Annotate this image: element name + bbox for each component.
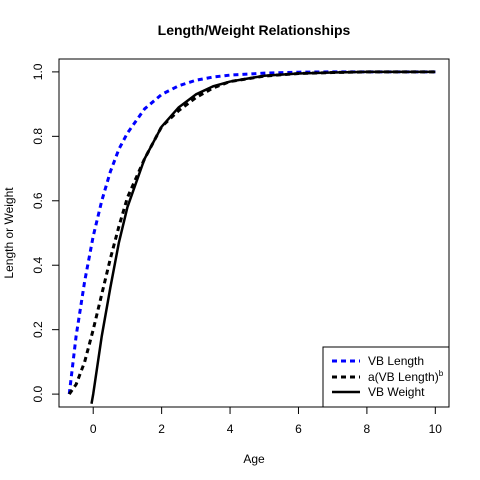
y-tick-label: 0.2 [31,321,45,338]
y-tick-label: 1.0 [31,63,45,80]
legend-label-0: VB Length [368,354,424,368]
x-tick-label: 0 [90,422,97,436]
series-line-1 [68,70,436,395]
series-line-2 [90,70,436,404]
x-tick-label: 10 [429,422,443,436]
legend-label-1: a(VB Length)b [368,369,444,384]
y-tick-label: 0.8 [31,128,45,145]
y-axis: 0.0 0.2 0.4 0.6 0.8 1.0 [31,63,60,402]
y-tick-label: 0.6 [31,192,45,209]
x-axis-label: Age [243,452,265,466]
y-tick-label: 0.0 [31,385,45,402]
y-tick-label: 0.4 [31,257,45,274]
legend-label-2: VB Weight [368,385,425,399]
chart-title: Length/Weight Relationships [158,22,351,38]
x-tick-label: 4 [227,422,234,436]
series-layer [67,70,436,404]
y-axis-label: Length or Weight [2,187,16,279]
legend-box [322,346,450,408]
x-tick-label: 8 [364,422,371,436]
x-tick-label: 6 [295,422,302,436]
x-tick-label: 2 [158,422,165,436]
